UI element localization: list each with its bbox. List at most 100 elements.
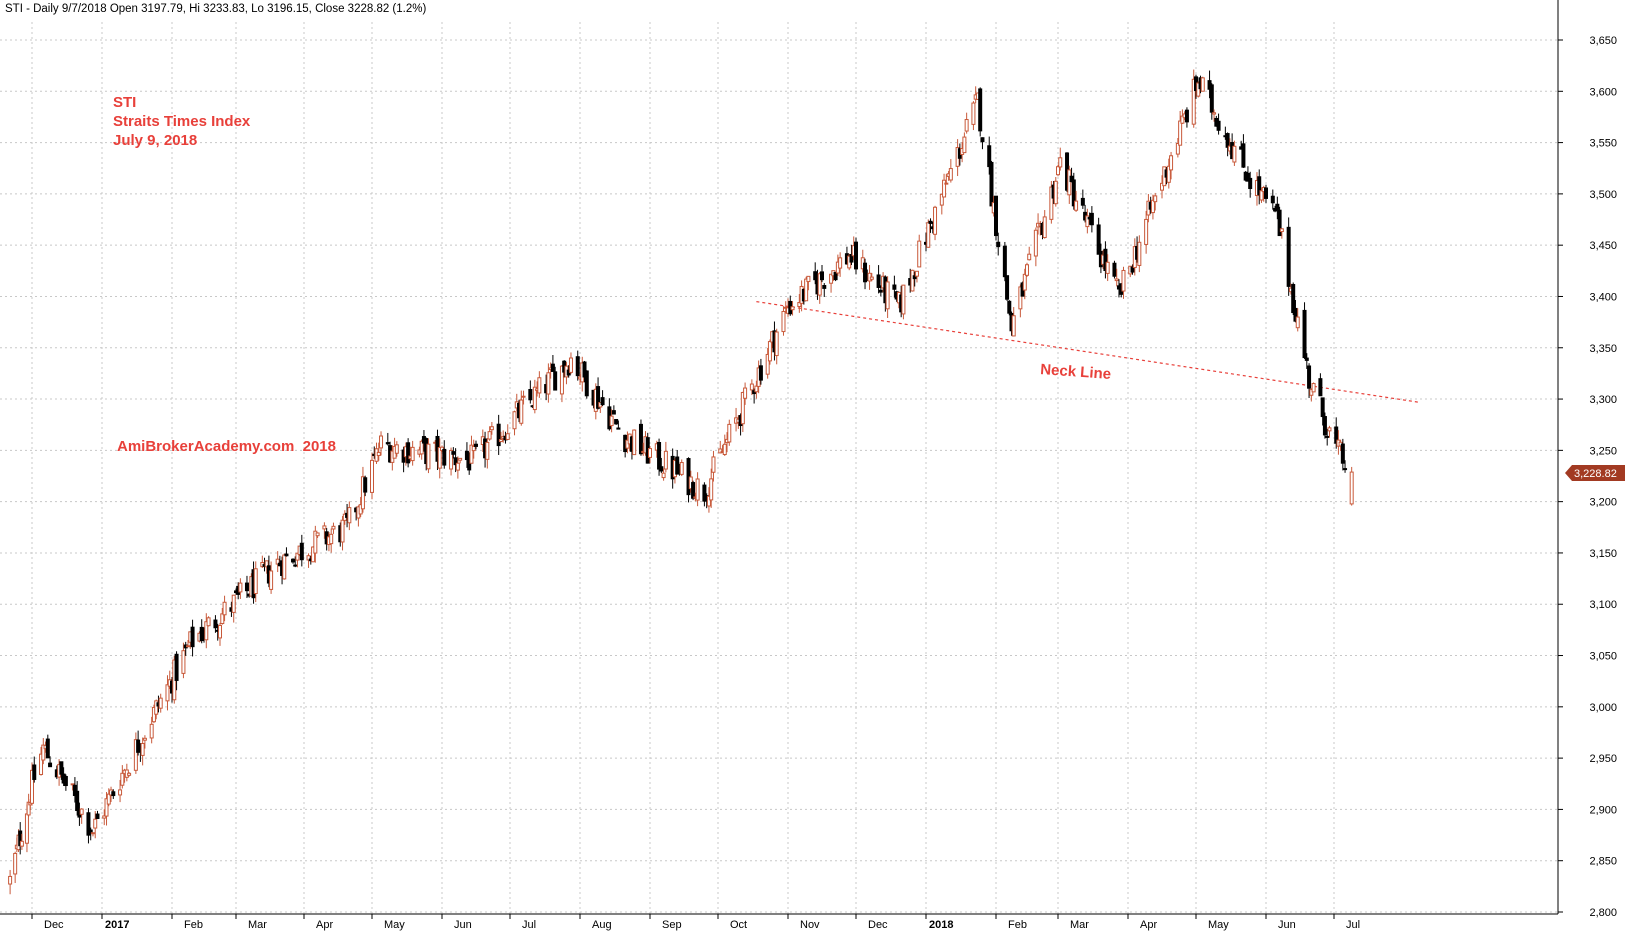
candle-body xyxy=(426,443,431,470)
candle-body xyxy=(363,477,368,493)
candle-body xyxy=(1184,109,1189,123)
candle-body xyxy=(154,700,159,715)
candle-body xyxy=(190,626,195,648)
candle-body xyxy=(59,761,64,775)
y-tick-label: 3,250 xyxy=(1589,445,1617,457)
candle-body xyxy=(1302,309,1307,359)
annotation-line-3: July 9, 2018 xyxy=(113,132,197,149)
candle-body xyxy=(964,119,969,132)
candles xyxy=(8,69,1354,895)
candle-body xyxy=(1002,245,1007,278)
candle-body xyxy=(727,423,732,443)
x-tick-label: Dec xyxy=(868,919,888,931)
candle-body xyxy=(1327,427,1332,432)
candle-body xyxy=(1153,195,1158,203)
candle-body xyxy=(980,137,985,143)
candle-body xyxy=(790,306,795,311)
candle-body xyxy=(939,193,944,206)
candle-body xyxy=(609,415,614,427)
candle-body xyxy=(691,482,696,499)
candle-body xyxy=(822,285,827,289)
candle-body xyxy=(165,684,170,702)
candle-body xyxy=(142,737,147,741)
candle-body xyxy=(379,435,384,449)
candle-body xyxy=(638,423,643,455)
candle-body xyxy=(440,446,444,451)
candle-body xyxy=(1322,416,1327,436)
candle-body xyxy=(1175,142,1180,155)
candle-body xyxy=(1232,145,1237,163)
candle-body xyxy=(942,179,947,198)
candle-body xyxy=(675,456,680,475)
candle-body xyxy=(275,558,280,565)
candle-body xyxy=(485,441,490,460)
candle-body xyxy=(948,168,953,181)
y-tick-label: 3,050 xyxy=(1589,651,1617,663)
candle-body xyxy=(1325,435,1330,438)
candle-body xyxy=(181,650,186,674)
candle-body xyxy=(394,444,399,454)
candle-body xyxy=(238,582,243,593)
y-tick-label: 3,100 xyxy=(1589,599,1617,611)
candle-body xyxy=(559,365,564,395)
candle-body xyxy=(41,744,46,761)
candle-body xyxy=(933,206,938,235)
candle-body xyxy=(19,840,24,847)
candle-body xyxy=(1103,248,1108,272)
candle-body xyxy=(299,542,304,561)
y-tick-label: 3,150 xyxy=(1589,548,1617,560)
candle-body xyxy=(743,387,748,399)
x-tick-label: 2018 xyxy=(929,919,953,931)
candle-body xyxy=(63,775,68,787)
y-tick-label: 2,800 xyxy=(1589,907,1617,919)
x-tick-label: Mar xyxy=(1070,919,1089,931)
candle-body xyxy=(1307,365,1312,389)
candle-body xyxy=(120,772,125,786)
candle-body xyxy=(659,466,664,472)
candle-body xyxy=(313,530,318,554)
candle-body xyxy=(1196,82,1201,97)
x-tick-label: May xyxy=(1208,919,1229,931)
neck-line-label: Neck Line xyxy=(1040,361,1112,383)
candle-body xyxy=(817,273,822,296)
candle-body xyxy=(231,594,236,613)
x-tick-label: 2017 xyxy=(105,919,129,931)
candle-body xyxy=(1343,468,1348,471)
candle-body xyxy=(575,356,580,377)
candle-body xyxy=(806,275,811,283)
candle-body xyxy=(1275,203,1280,210)
candle-body xyxy=(632,429,637,456)
candle-body xyxy=(1049,186,1054,220)
candle-body xyxy=(1245,172,1250,182)
candle-body xyxy=(199,626,204,642)
candle-body xyxy=(498,439,503,443)
candle-body xyxy=(329,533,334,545)
candle-body xyxy=(1191,78,1196,125)
candle-body xyxy=(1318,378,1323,397)
candle-body xyxy=(987,145,992,168)
candle-body xyxy=(553,371,558,391)
candle-body xyxy=(679,462,684,475)
x-tick-label: Apr xyxy=(1140,919,1157,931)
candle-body xyxy=(1279,228,1284,233)
candle-body xyxy=(767,341,772,362)
candle-body xyxy=(1320,397,1325,418)
candle-body xyxy=(282,554,287,580)
x-tick-label: Feb xyxy=(1008,919,1027,931)
candle-body xyxy=(102,815,107,819)
candle-body xyxy=(140,742,145,756)
candle-body xyxy=(702,484,707,502)
candle-body xyxy=(797,302,802,308)
y-tick-label: 2,950 xyxy=(1589,753,1617,765)
candle-body xyxy=(663,450,668,470)
candle-body xyxy=(1200,77,1205,92)
candle-body xyxy=(469,444,474,464)
candle-body xyxy=(813,271,818,281)
x-tick-label: Feb xyxy=(184,919,203,931)
candle-body xyxy=(754,385,759,393)
candle-body xyxy=(989,161,994,207)
candle-body xyxy=(749,383,754,391)
candle-body xyxy=(505,433,510,440)
candle-body xyxy=(70,783,75,786)
candle-body xyxy=(206,617,211,627)
